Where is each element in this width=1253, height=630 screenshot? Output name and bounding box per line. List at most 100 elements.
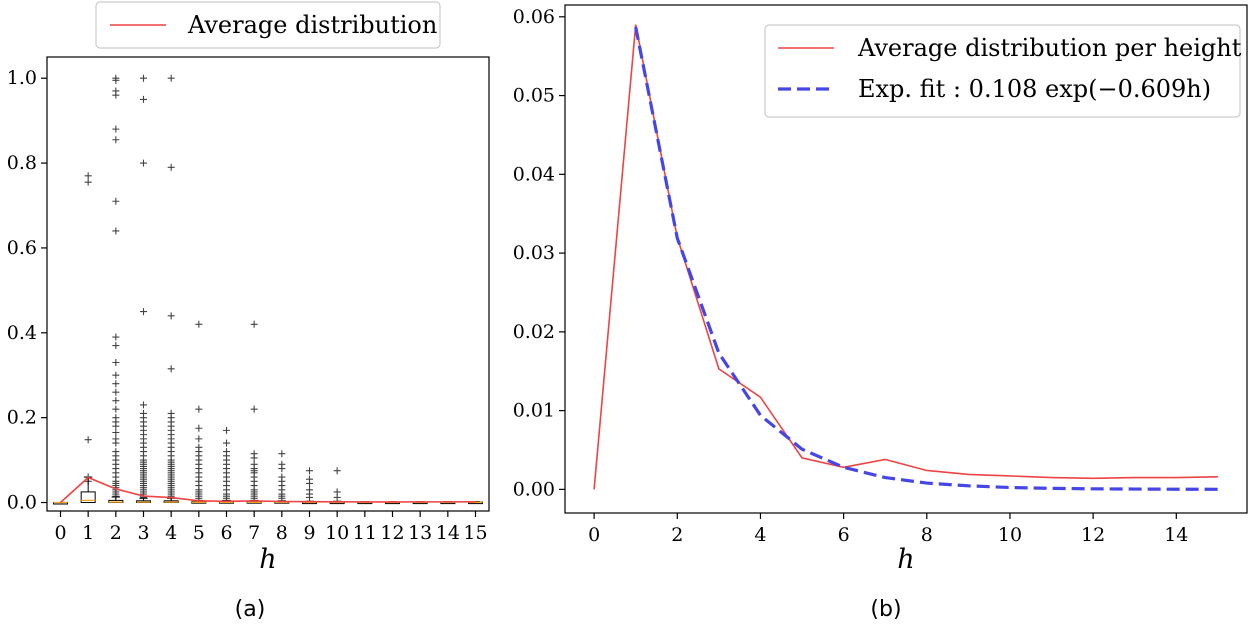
- panel-b-x-ticks: 0 2 4 6 8 10 12 14: [588, 513, 1188, 546]
- panel-a-x-tick-label: 10: [325, 522, 349, 544]
- panel-a-outlier-point: [278, 450, 286, 458]
- panel-a-outlier-point: [112, 227, 120, 235]
- panel-a-outlier-point: [140, 401, 147, 409]
- panel-a-outliers: [84, 74, 341, 502]
- panel-b-series-exp-fit: [634, 26, 1218, 491]
- panel-b-x-tick-label: 8: [921, 524, 933, 546]
- panel-a-x-tick-label: 4: [165, 522, 177, 544]
- panel-a-outlier-point: [112, 197, 120, 205]
- panel-a-outlier-point: [140, 308, 147, 316]
- panel-b-y-tick-label: 0.01: [513, 400, 555, 422]
- panel-a-outlier-point: [112, 358, 120, 366]
- panel-a-x-tick-label: 0: [54, 522, 66, 544]
- panel-a-legend-frame: [95, 1, 441, 49]
- panel-a-outlier-point: [195, 435, 203, 443]
- panel-a-x-tick-label: 3: [137, 522, 149, 544]
- panel-a-outlier-point: [112, 429, 120, 437]
- panel-a-x-tick-label: 1: [82, 522, 94, 544]
- panel-a-y-tick-label: 1.0: [7, 67, 37, 89]
- panel-a-outlier-point: [140, 74, 147, 82]
- panel-b-x-axis-label: h: [897, 544, 914, 575]
- panel-a-outlier-point: [167, 74, 175, 82]
- panel-a-x-tick-label: 7: [248, 522, 260, 544]
- panel-b-caption: (b): [870, 597, 901, 622]
- panel-a-x-tick-label: 5: [193, 522, 205, 544]
- panel-a-outlier-point: [306, 479, 313, 487]
- panel-a-outlier-point: [223, 439, 230, 447]
- panel-a-outlier-point: [140, 159, 147, 167]
- panel-a-x-tick-label: 15: [463, 522, 487, 544]
- panel-a-boxplot: 0.00.20.40.60.81.0 0 1 2 3 4 5 6 7 8 9 10 11 12 13 14 1…: [7, 1, 490, 622]
- panel-a-outlier-point: [278, 465, 286, 473]
- panel-a-outlier-point: [112, 342, 120, 350]
- panel-a-x-tick-label: 2: [110, 522, 122, 544]
- panel-a-outlier-point: [167, 365, 175, 373]
- panel-a-x-tick-label: 11: [353, 522, 377, 544]
- panel-a-y-tick-label: 0.6: [7, 237, 37, 259]
- panel-b-x-tick-label: 14: [1164, 524, 1188, 546]
- panel-a-outlier-point: [333, 493, 341, 501]
- panel-b-legend-label-average: Average distribution per height: [857, 34, 1242, 62]
- panel-a-outlier-point: [250, 454, 258, 462]
- panel-a-outlier-point: [112, 91, 120, 99]
- panel-b-y-tick-label: 0.02: [513, 321, 555, 343]
- panel-a-y-ticks: 0.0 0.2 0.4 0.6 0.8 1.0: [7, 67, 47, 514]
- panel-a-outlier-point: [140, 95, 147, 103]
- panel-b-x-tick-label: 6: [838, 524, 850, 546]
- panel-a-x-tick-label: 12: [380, 522, 404, 544]
- panel-a-legend-label: Average distribution: [187, 11, 437, 39]
- panel-b-y-tick-label: 0.06: [513, 6, 555, 28]
- panel-a-y-tick-label: 0.4: [7, 322, 37, 344]
- panel-a-outlier-point: [333, 467, 341, 475]
- panel-a-outlier-point: [112, 397, 120, 405]
- panel-a-outlier-point: [112, 405, 120, 413]
- panel-a-outlier-point: [84, 436, 92, 444]
- panel-b-legend: Average distribution per height Exp. fit…: [764, 24, 1242, 118]
- panel-a-outlier-point: [112, 125, 120, 133]
- panel-a-outlier-point: [167, 163, 175, 171]
- panel-a-outlier-point: [306, 493, 313, 501]
- panel-b-y-tick-label: 0.04: [513, 163, 555, 185]
- panel-a-x-tick-label: 9: [303, 522, 315, 544]
- panel-a-outlier-point: [84, 178, 92, 186]
- panel-a-y-tick-label: 0.8: [7, 152, 37, 174]
- panel-a-legend: Average distribution: [95, 1, 441, 49]
- panel-a-outlier-point: [167, 312, 175, 320]
- panel-a-x-axis-label: h: [259, 544, 276, 575]
- panel-b-x-tick-label: 10: [998, 524, 1022, 546]
- panel-b-line-chart: 0.00 0.01 0.02 0.03 0.04 0.05 0.06 0 2 4 6 8 10 12 14…: [513, 4, 1248, 622]
- panel-a-average-line: [59, 476, 476, 504]
- panel-a-x-tick-label: 8: [276, 522, 288, 544]
- panel-b-x-tick-label: 4: [754, 524, 766, 546]
- panel-a-x-tick-label: 6: [220, 522, 232, 544]
- panel-a-outlier-point: [112, 380, 120, 388]
- panel-a-outlier-point: [195, 320, 203, 328]
- panel-b-y-ticks: 0.00 0.01 0.02 0.03 0.04 0.05 0.06: [513, 6, 565, 500]
- panel-b-legend-frame: [764, 24, 1241, 118]
- panel-a-outlier-point: [195, 424, 203, 432]
- panel-b-legend-label-exp-fit: Exp. fit : 0.108 exp(−0.609h): [858, 75, 1211, 103]
- panel-b-y-tick-label: 0.03: [513, 242, 555, 264]
- panel-b-series-average: [593, 24, 1218, 490]
- panel-a-outlier-point: [112, 388, 120, 396]
- panel-b-y-tick-label: 0.00: [513, 478, 555, 500]
- panel-a-outlier-point: [112, 439, 120, 447]
- panel-a-plot-frame: [46, 56, 490, 512]
- panel-a-outlier-point: [250, 405, 258, 413]
- panel-b-x-tick-label: 12: [1081, 524, 1105, 546]
- panel-b-plot-frame: [564, 4, 1248, 514]
- panel-a-x-ticks: 0 1 2 3 4 5 6 7 8 9 10 11 12 13 14 15: [54, 511, 488, 544]
- panel-a-box: [80, 491, 96, 504]
- panel-a-caption: (a): [235, 597, 266, 622]
- panel-a-outlier-point: [112, 136, 120, 144]
- panel-a-outlier-point: [223, 426, 230, 434]
- panel-a-outlier-point: [250, 320, 258, 328]
- panel-a-outlier-point: [306, 467, 313, 475]
- panel-a-y-tick-label: 0.0: [7, 492, 37, 514]
- panel-a-outlier-point: [195, 405, 203, 413]
- panel-b-x-tick-label: 2: [671, 524, 683, 546]
- panel-b-y-tick-label: 0.05: [513, 85, 555, 107]
- panel-a-outlier-point: [112, 333, 120, 341]
- panel-a-outlier-point: [112, 422, 120, 430]
